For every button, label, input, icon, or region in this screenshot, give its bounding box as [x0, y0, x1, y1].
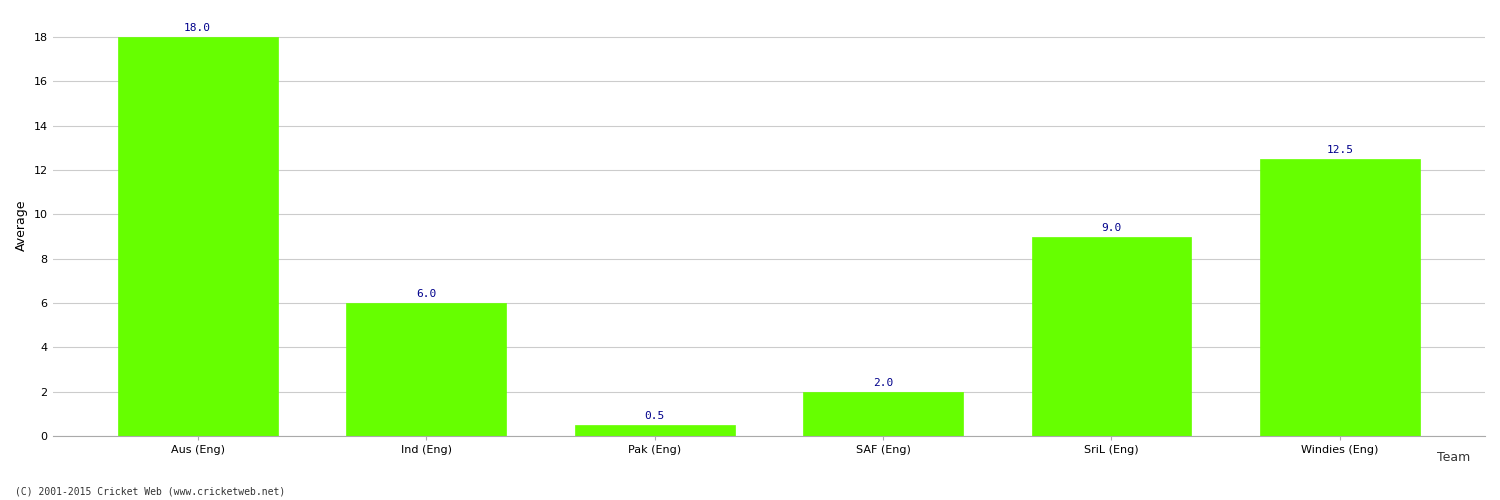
- Bar: [1032, 236, 1191, 436]
- Text: (C) 2001-2015 Cricket Web (www.cricketweb.net): (C) 2001-2015 Cricket Web (www.cricketwe…: [15, 487, 285, 497]
- Text: Team: Team: [1437, 451, 1470, 464]
- Y-axis label: Average: Average: [15, 200, 28, 251]
- Bar: [1260, 159, 1420, 436]
- Text: 9.0: 9.0: [1101, 222, 1122, 232]
- Bar: [117, 37, 278, 436]
- Text: 2.0: 2.0: [873, 378, 892, 388]
- Bar: [802, 392, 963, 436]
- Text: 12.5: 12.5: [1326, 145, 1353, 155]
- Bar: [574, 425, 735, 436]
- Text: 18.0: 18.0: [184, 23, 211, 33]
- Bar: [346, 303, 506, 436]
- Text: 0.5: 0.5: [645, 411, 664, 421]
- Text: 6.0: 6.0: [416, 289, 436, 299]
